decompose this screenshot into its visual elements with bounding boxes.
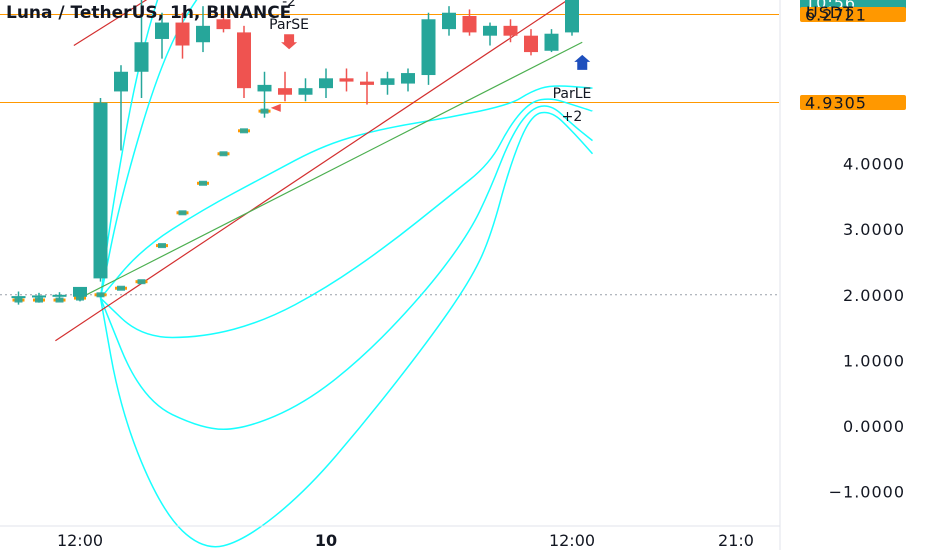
currency-label: USDT bbox=[806, 3, 854, 22]
x-tick-2: 12:00 bbox=[549, 531, 595, 550]
y-tick-10: −1.0000 bbox=[829, 483, 905, 502]
candle-body-5 bbox=[114, 71, 128, 92]
annotation-3: +2 bbox=[562, 109, 583, 125]
sar-dot-6 bbox=[137, 279, 146, 285]
candle-body-4 bbox=[93, 102, 108, 279]
price-tag-bg-4 bbox=[800, 95, 906, 111]
annotation-2: ParLE bbox=[553, 86, 592, 102]
candle-body-10 bbox=[216, 19, 231, 30]
price-axis-panel[interactable] bbox=[780, 0, 932, 550]
candle-body-24 bbox=[503, 25, 518, 36]
candle-body-18 bbox=[380, 78, 395, 85]
candle-body-15 bbox=[319, 78, 333, 89]
signal-arrow-down-0 bbox=[281, 34, 298, 50]
price-tag-label-3: 6.2721 bbox=[805, 6, 867, 25]
signal-arrow-up-1 bbox=[574, 54, 591, 70]
y-tick-5: 4.0000 bbox=[843, 155, 905, 174]
candle-body-11 bbox=[237, 32, 251, 89]
chart-title: Luna / TetherUS, 1h, BINANCE bbox=[6, 3, 291, 23]
y-tick-7: 2.0000 bbox=[843, 286, 905, 305]
price-tag-label-4: 4.9305 bbox=[805, 94, 867, 113]
candle-body-9 bbox=[196, 25, 210, 43]
candle-body-14 bbox=[298, 88, 313, 95]
candle-body-27 bbox=[565, 0, 579, 33]
y-tick-8: 1.0000 bbox=[843, 351, 905, 370]
channel-curve-2 bbox=[99, 85, 593, 299]
candle-body-13 bbox=[278, 88, 292, 95]
sar-dot-11 bbox=[240, 128, 248, 134]
y-tick-11: −2.0000 bbox=[829, 548, 905, 550]
candle-body-25 bbox=[524, 35, 538, 53]
trend-line-2 bbox=[79, 41, 583, 299]
candle-body-21 bbox=[442, 12, 456, 30]
annotation-0: -2 bbox=[282, 0, 296, 10]
strategy-annotations: -2 ParSE ParLE +2 bbox=[269, 0, 591, 125]
candle-body-8 bbox=[175, 22, 190, 46]
annotation-1: ParSE bbox=[269, 17, 309, 33]
candle-body-17 bbox=[360, 81, 374, 85]
sar-dot-5 bbox=[117, 285, 125, 291]
candle-body-2 bbox=[52, 294, 67, 297]
candle-body-23 bbox=[483, 25, 497, 36]
channel-curve-1 bbox=[99, 0, 159, 299]
channel-curve-4 bbox=[99, 105, 593, 431]
candle-body-22 bbox=[462, 16, 477, 33]
horizontal-levels bbox=[0, 14, 779, 296]
trend-lines bbox=[55, 0, 583, 342]
channel-curve-5 bbox=[99, 111, 594, 548]
x-tick-1: 10 bbox=[315, 531, 337, 550]
channel-curves bbox=[99, 0, 594, 548]
candle-body-26 bbox=[544, 33, 559, 51]
sar-dot-4 bbox=[96, 292, 105, 298]
sar-dot-8 bbox=[178, 210, 187, 216]
candle-body-1 bbox=[32, 295, 46, 298]
x-tick-3: 21:0 bbox=[718, 531, 754, 550]
channel-curve-0 bbox=[99, 0, 198, 299]
trend-line-1 bbox=[55, 0, 569, 342]
candle-body-0 bbox=[11, 296, 26, 299]
candle-body-20 bbox=[421, 19, 436, 76]
candle-body-7 bbox=[155, 22, 169, 39]
price-axis-ticks: 11.000010.00009.00008.00007.00004.00003.… bbox=[829, 155, 905, 550]
sar-dot-9 bbox=[199, 180, 207, 186]
x-tick-0: 12:00 bbox=[57, 531, 103, 550]
signal-arrow-left-2 bbox=[270, 103, 281, 112]
candle-body-3 bbox=[73, 286, 87, 297]
candles[interactable] bbox=[11, 0, 580, 305]
price-tag-bg-3 bbox=[800, 7, 906, 23]
time-axis-ticks: 12:00 10 12:00 21:0 bbox=[57, 531, 754, 550]
y-tick-9: 0.0000 bbox=[843, 417, 905, 436]
channel-curve-3 bbox=[99, 98, 593, 339]
candle-body-6 bbox=[134, 42, 149, 72]
candle-body-19 bbox=[401, 73, 415, 84]
sar-dot-7 bbox=[158, 243, 166, 249]
candle-body-12 bbox=[257, 84, 272, 92]
y-tick-6: 3.0000 bbox=[843, 220, 905, 239]
sar-dot-10 bbox=[219, 151, 228, 157]
candle-body-16 bbox=[339, 78, 354, 82]
